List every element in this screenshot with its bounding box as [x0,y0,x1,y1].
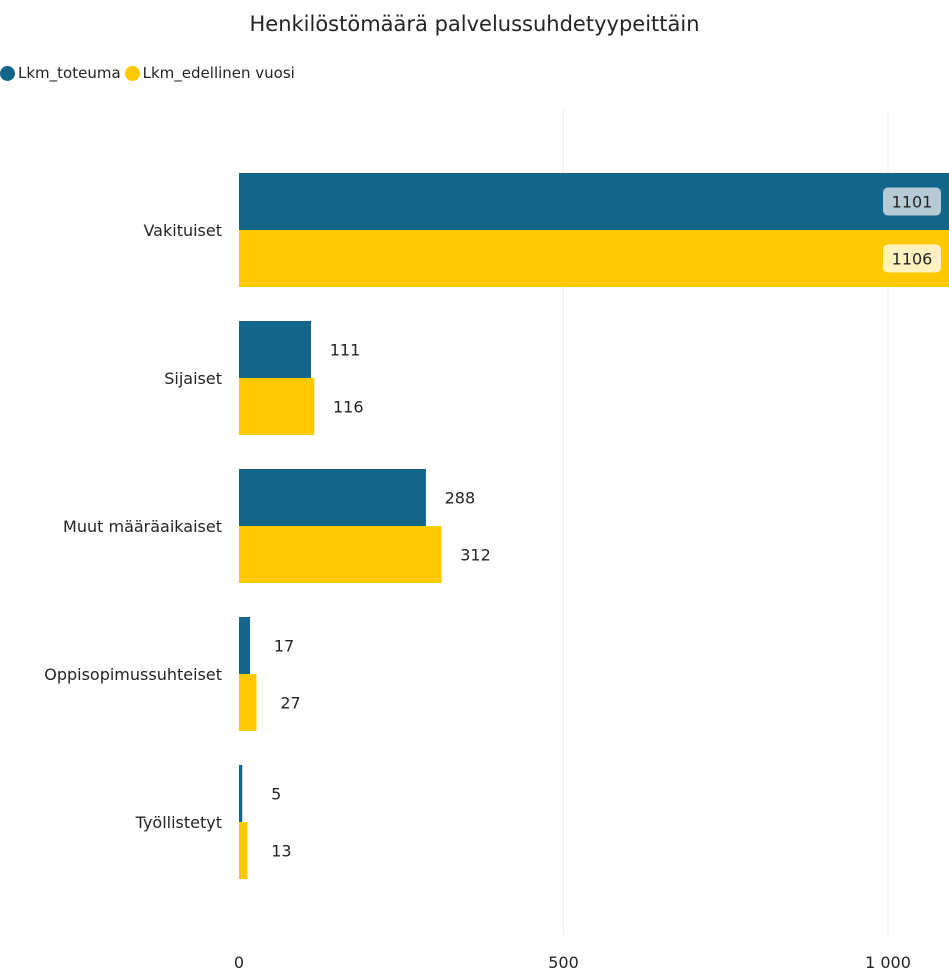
bar-vakituiset-lkm-edellinen-vuosi[interactable] [239,230,949,287]
data-label-sijaiset-lkm-edellinen-vuosi: 116 [333,398,364,417]
bar-muut-maaraaikaiset-lkm-toteuma[interactable] [239,469,426,526]
bar-tyollistetyt-lkm-toteuma[interactable] [239,765,243,822]
category-label-tyollistetyt: Työllistetyt [135,813,222,832]
category-label-oppisopimussuhteiset: Oppisopimussuhteiset [44,665,222,684]
category-label-vakituiset: Vakituiset [143,221,222,240]
legend-label-edellinen-vuosi: Lkm_edellinen vuosi [142,64,295,82]
chart-title: Henkilöstömäärä palvelussuhdetyypeittäin [249,12,700,36]
data-label-sijaiset-lkm-toteuma: 111 [330,341,361,360]
bar-sijaiset-lkm-edellinen-vuosi[interactable] [239,378,315,435]
data-label-oppisopimussuhteiset-lkm-edellinen-vuosi: 27 [280,694,300,713]
category-label-muut-maaraaikaiset: Muut määräaikaiset [63,517,222,536]
data-label-vakituiset-lkm-edellinen-vuosi: 1106 [892,250,933,269]
legend-label-toteuma: Lkm_toteuma [18,64,121,82]
bar-sijaiset-lkm-toteuma[interactable] [239,321,312,378]
data-label-tyollistetyt-lkm-edellinen-vuosi: 13 [271,842,291,861]
chart-legend: Lkm_toteuma Lkm_edellinen vuosi [0,64,299,82]
legend-marker-toteuma [0,65,15,81]
bar-tyollistetyt-lkm-edellinen-vuosi[interactable] [239,822,248,879]
bar-muut-maaraaikaiset-lkm-edellinen-vuosi[interactable] [239,526,442,583]
data-label-muut-maaraaikaiset-lkm-edellinen-vuosi: 312 [460,546,491,565]
category-label-sijaiset: Sijaiset [164,369,222,388]
bar-oppisopimussuhteiset-lkm-edellinen-vuosi[interactable] [239,674,257,731]
data-label-badge-vakituiset-lkm-edellinen-vuosi [883,244,941,273]
legend-marker-edellinen-vuosi [124,65,140,81]
x-tick-label-1: 500 [548,953,579,972]
data-label-vakituiset-lkm-toteuma: 1101 [892,193,933,212]
bar-oppisopimussuhteiset-lkm-toteuma[interactable] [239,617,251,674]
legend-item-toteuma[interactable]: Lkm_toteuma [0,64,121,82]
data-label-oppisopimussuhteiset-lkm-toteuma: 17 [274,637,294,656]
legend-item-edellinen-vuosi[interactable]: Lkm_edellinen vuosi [124,64,295,82]
data-label-badge-vakituiset-lkm-toteuma [883,187,941,216]
bar-vakituiset-lkm-toteuma[interactable] [239,173,949,230]
x-tick-label-0: 0 [234,953,244,972]
x-tick-label-2: 1 000 [865,953,911,972]
data-label-tyollistetyt-lkm-toteuma: 5 [271,785,281,804]
data-label-muut-maaraaikaiset-lkm-toteuma: 288 [445,489,476,508]
